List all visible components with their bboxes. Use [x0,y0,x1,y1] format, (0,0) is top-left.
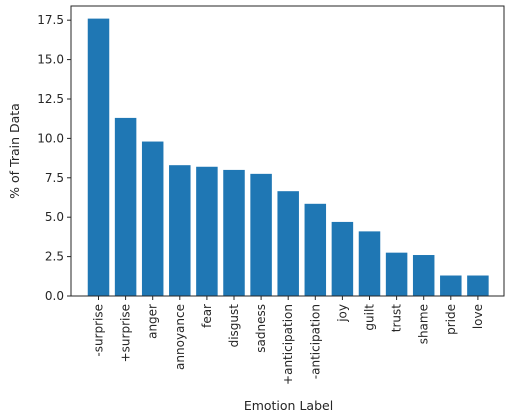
bar-anticipation-pos [277,191,299,296]
y-tick-label: 7.5 [45,171,64,185]
x-tick-label: love [471,304,485,329]
y-tick-label: 17.5 [37,13,64,27]
x-tick-label: fear [200,304,214,328]
x-tick-label: guilt [363,304,377,331]
x-axis-ticks: -surprise +surprise anger annoyance fear disg… [92,296,485,385]
x-tick-label: -surprise [92,304,106,357]
x-tick-label: joy [335,304,349,323]
bar-love [467,275,489,296]
bar-sadness [250,173,272,296]
bar-pride [440,275,462,296]
y-tick-label: 12.5 [37,92,64,106]
bar-surprise-pos [114,117,137,296]
x-tick-label: -anticipation [308,304,322,379]
bar-anticipation-neg [304,203,327,296]
x-tick-label: disgust [227,304,241,348]
bar-fear [196,166,218,296]
x-tick-label: annoyance [173,304,187,370]
x-tick-label: pride [444,304,458,335]
y-tick-label: 0.0 [45,289,64,303]
y-axis-ticks: 0.0 2.5 5.0 7.5 10.0 12.5 15.0 17.5 [37,13,71,303]
bar-disgust [223,169,245,296]
y-tick-label: 2.5 [45,250,64,264]
x-tick-label: +surprise [119,304,133,362]
x-tick-label: shame [417,304,431,344]
x-tick-label: sadness [254,304,268,353]
x-tick-label: trust [390,304,404,332]
bar-shame [412,255,435,296]
bar-anger [141,141,164,296]
bar-trust [385,252,408,296]
bar-joy [331,221,354,296]
y-tick-label: 10.0 [37,131,64,145]
y-axis-label: % of Train Data [7,103,22,199]
bar-guilt [358,231,381,296]
x-tick-label: anger [146,304,160,339]
bars-group [87,18,489,296]
bar-annoyance [169,165,191,296]
x-axis-label: Emotion Label [244,398,333,413]
y-tick-label: 5.0 [45,210,64,224]
bar-surprise-neg [87,18,110,296]
plot-frame [70,5,505,297]
x-tick-label: +anticipation [281,304,295,385]
y-tick-label: 15.0 [37,53,64,67]
